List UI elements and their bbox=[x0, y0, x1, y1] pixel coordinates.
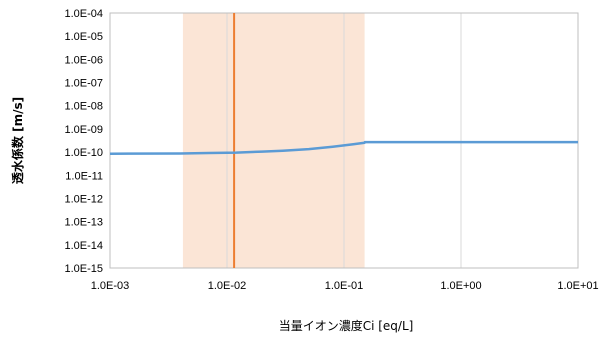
x-tick-label: 1.0E-03 bbox=[91, 280, 130, 292]
series-layer bbox=[109, 140, 578, 155]
series-line-1 bbox=[109, 140, 578, 155]
y-tick-label: 1.0E-07 bbox=[64, 78, 103, 90]
y-tick-label: 1.0E-09 bbox=[64, 124, 103, 136]
plot-border bbox=[109, 12, 579, 269]
x-axis-title: 当量イオン濃度Ci [eq/L] bbox=[279, 318, 414, 333]
y-tick-label: 1.0E-06 bbox=[64, 54, 103, 66]
x-tick-label: 1.0E-01 bbox=[325, 280, 364, 292]
x-tick-label: 1.0E-02 bbox=[208, 280, 247, 292]
y-tick-labels: 1.0E-15 1.0E-14 1.0E-13 1.0E-12 1.0E-11 1.0E-… bbox=[64, 8, 103, 275]
y-tick-label: 1.0E-12 bbox=[64, 193, 103, 205]
x-tick-label: 1.0E+00 bbox=[440, 280, 481, 292]
x-tick-labels: 1.0E-03 1.0E-02 1.0E-01 1.0E+00 1.0E+01 bbox=[91, 280, 599, 292]
y-tick-label: 1.0E-14 bbox=[64, 240, 103, 252]
y-axis-title: 透水係数 [m/s] bbox=[10, 97, 25, 184]
y-tick-label: 1.0E-04 bbox=[64, 8, 103, 20]
y-tick-label: 1.0E-08 bbox=[64, 101, 103, 113]
y-tick-label: 1.0E-11 bbox=[65, 170, 103, 182]
shaded-region bbox=[182, 13, 365, 268]
y-tick-label: 1.0E-15 bbox=[64, 263, 103, 275]
y-tick-label: 1.0E-05 bbox=[64, 31, 103, 43]
x-tick-label: 1.0E+01 bbox=[557, 280, 598, 292]
y-tick-label: 1.0E-13 bbox=[64, 217, 103, 229]
y-tick-label: 1.0E-10 bbox=[64, 147, 103, 159]
shaded-region-layer bbox=[182, 13, 365, 268]
